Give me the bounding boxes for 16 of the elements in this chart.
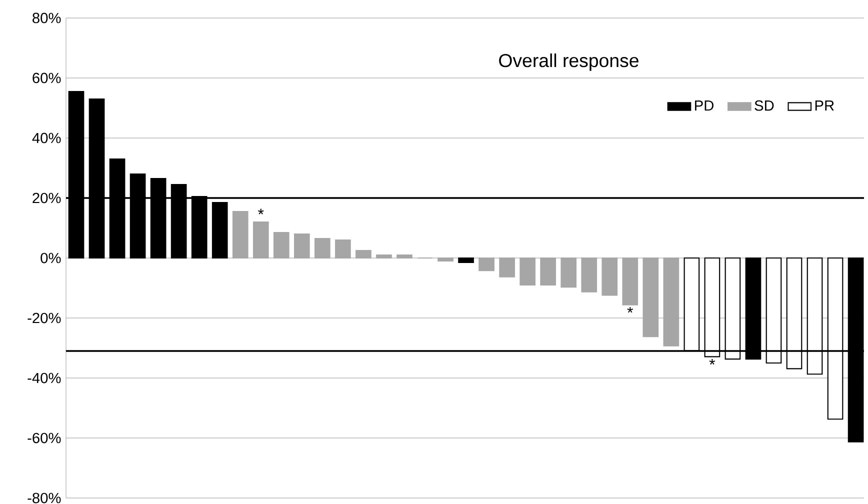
y-tick-label: 60% — [32, 72, 61, 84]
data-label: * — [258, 208, 264, 214]
y-tick-label: 20% — [32, 192, 61, 204]
data-label: * — [709, 358, 716, 365]
y-tick-label: -60% — [28, 432, 61, 444]
legend-label: PD — [695, 100, 714, 111]
y-tick-label: -20% — [28, 312, 61, 324]
y-tick-label: -40% — [28, 372, 61, 384]
y-tick-label: -80% — [28, 492, 61, 504]
y-tick-label: 40% — [32, 132, 61, 144]
y-tick-label: 80% — [32, 12, 61, 24]
legend-label: PR — [815, 100, 834, 111]
legend-title: Overall response — [499, 53, 638, 71]
data-label: * — [627, 307, 634, 313]
legend-label: SD — [754, 100, 774, 111]
y-tick-label: 0% — [40, 252, 61, 264]
